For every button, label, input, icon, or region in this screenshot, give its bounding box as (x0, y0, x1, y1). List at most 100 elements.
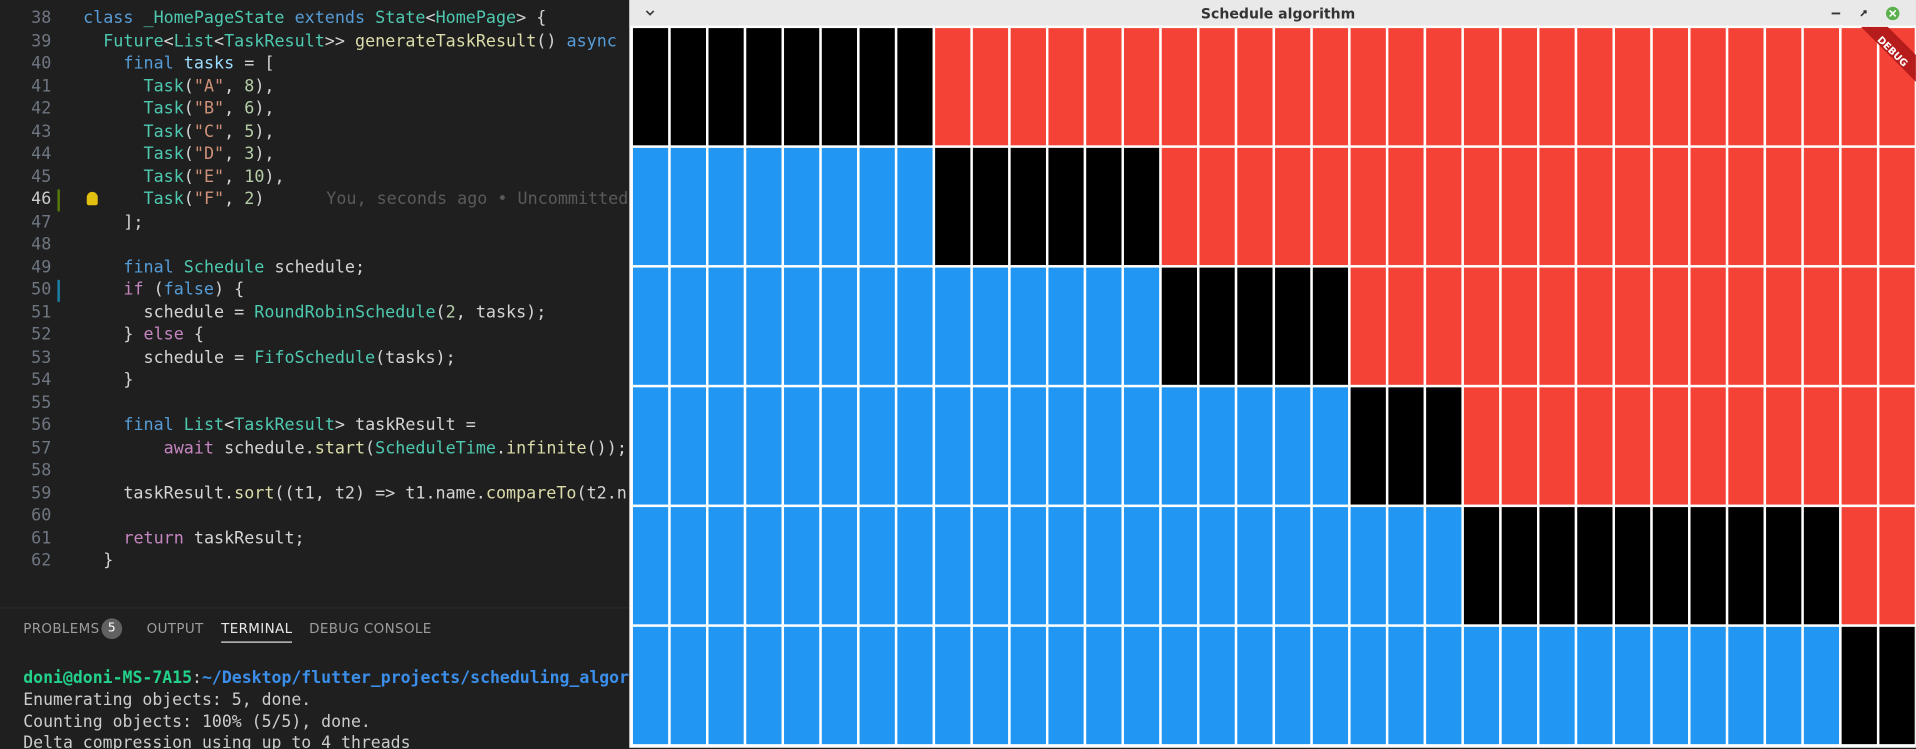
lightbulb[interactable] (86, 191, 98, 206)
waiting-cell (894, 265, 936, 388)
waiting-cell (1159, 624, 1200, 747)
waiting-cell (781, 504, 822, 627)
line-number: 43 (31, 121, 52, 142)
running-cell (1650, 504, 1691, 627)
done-cell (1310, 25, 1351, 148)
done-cell (1688, 25, 1729, 148)
line-number: 61 (31, 528, 52, 549)
waiting-cell (781, 265, 822, 388)
code-token: Task (143, 121, 184, 142)
waiting-cell (1272, 504, 1313, 627)
waiting-cell (668, 384, 709, 508)
done-cell (1537, 25, 1578, 148)
waiting-cell (857, 145, 898, 268)
panel-tab[interactable]: DEBUG CONSOLE (309, 620, 432, 637)
window-title: Schedule algorithm (1201, 6, 1355, 22)
code-line: Task("A", 8), (83, 76, 275, 96)
line-number: 59 (31, 483, 52, 503)
code-token: compareTo (485, 483, 577, 503)
code-token: , (224, 189, 245, 209)
waiting-cell (1045, 265, 1087, 388)
code-token: ), (254, 76, 275, 96)
line-number: 52 (31, 325, 52, 345)
running-cell (1385, 384, 1427, 508)
waiting-cell (1197, 504, 1238, 627)
waiting-cell (819, 624, 860, 747)
schedule-grid (630, 25, 1916, 747)
code-token: ), (254, 98, 275, 119)
code-token (83, 54, 123, 74)
waiting-cell (857, 384, 898, 508)
running-cell (1801, 504, 1842, 627)
done-cell (1725, 265, 1767, 388)
done-cell (1612, 265, 1653, 388)
code-token: ( (143, 279, 164, 300)
code-token: taskResult. (83, 483, 235, 503)
code-editor: 38 class _HomePageState extends State<Hom… (0, 0, 630, 608)
code-token: () (536, 31, 567, 51)
done-cell (1876, 384, 1916, 508)
maximize-button[interactable] (1860, 10, 1867, 17)
running-cell (1234, 265, 1276, 388)
code-token: State (375, 8, 426, 29)
waiting-cell (932, 504, 973, 627)
done-cell (1423, 145, 1464, 268)
code-token: Future (103, 31, 164, 51)
code-token: RoundRobinSchedule (254, 302, 436, 322)
panel-tab[interactable]: TERMINAL (221, 621, 293, 643)
line-number: 58 (31, 460, 52, 481)
code-token (83, 31, 103, 51)
code-token: ), (254, 144, 275, 164)
code-token: false (163, 279, 215, 300)
code-line: if (false) { (83, 280, 244, 300)
code-line: final Schedule schedule; (83, 257, 365, 277)
line-number: 50 (31, 279, 52, 300)
code-token: ( (183, 189, 194, 209)
panel-tab[interactable]: PROBLEMS (23, 620, 100, 637)
code-token: "E" (193, 166, 225, 187)
running-cell (1574, 504, 1615, 627)
code-token: < (163, 31, 174, 51)
running-cell (1763, 504, 1804, 627)
code-token: ScheduleTime (375, 438, 496, 458)
waiting-cell (1272, 384, 1313, 508)
waiting-cell (1537, 624, 1578, 747)
line-number: 51 (31, 302, 52, 322)
git-change-marker (57, 279, 60, 302)
done-cell (1159, 25, 1200, 148)
running-cell (1083, 145, 1124, 268)
menu-button[interactable] (645, 10, 655, 16)
panel-tab[interactable]: OUTPUT (146, 620, 204, 637)
done-cell (1688, 265, 1729, 388)
code-line: await schedule.start(ScheduleTime.infini… (83, 438, 627, 458)
code-token: ( (183, 76, 194, 96)
waiting-cell (1159, 504, 1200, 627)
waiting-cell (894, 145, 936, 268)
done-cell (1725, 25, 1767, 148)
waiting-cell (894, 384, 936, 508)
code-token (83, 257, 123, 277)
done-cell (1385, 25, 1427, 148)
done-cell (1461, 145, 1502, 268)
code-token: await (163, 438, 215, 458)
code-token (83, 167, 143, 187)
code-token: extends (294, 8, 366, 29)
running-cell (1008, 145, 1049, 268)
running-cell (1688, 504, 1729, 627)
waiting-cell (819, 504, 860, 627)
code-token: sort (234, 483, 275, 503)
code-line: schedule = FifoSchedule(tasks); (83, 348, 455, 368)
code-token: schedule = (83, 302, 255, 322)
code-token: Task (143, 144, 184, 164)
code-token: generateTaskResult (355, 31, 537, 51)
code-token: ) (254, 189, 265, 209)
done-cell (932, 25, 973, 148)
done-cell (1310, 145, 1351, 268)
code-token: , (224, 98, 245, 119)
git-change-marker (57, 189, 60, 212)
done-cell (1650, 25, 1691, 148)
waiting-cell (894, 624, 936, 747)
running-cell (1612, 504, 1653, 627)
done-cell (1574, 145, 1615, 268)
running-cell (1499, 504, 1540, 627)
